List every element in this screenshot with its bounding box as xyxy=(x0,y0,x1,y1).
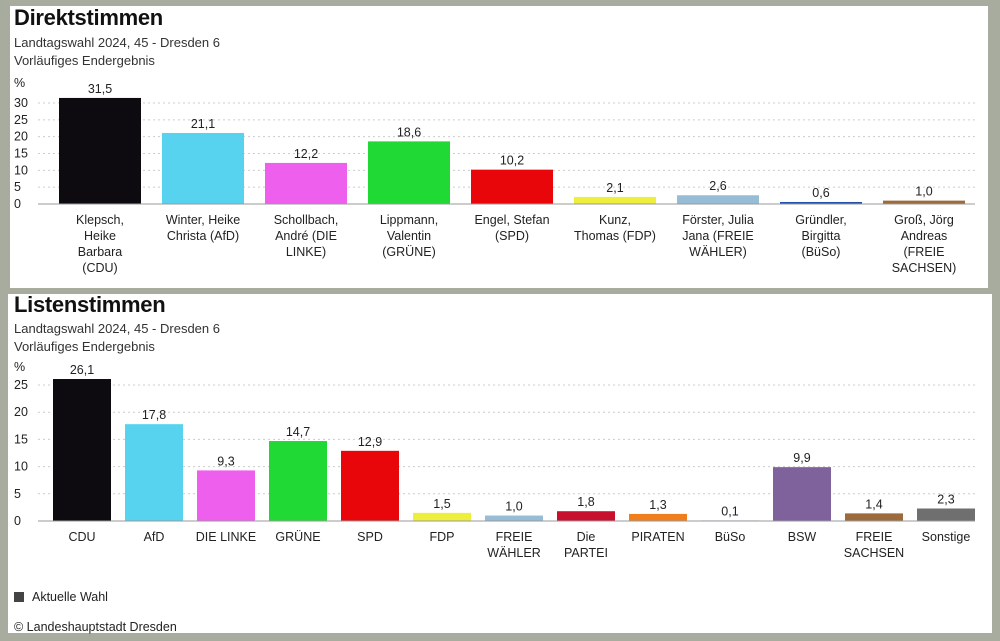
legend-swatch xyxy=(14,592,24,602)
legend: Aktuelle Wahl xyxy=(14,590,108,604)
chart-title-listenstimmen: Listenstimmen xyxy=(14,292,166,317)
listenstimmen-panel xyxy=(8,294,992,633)
chart-title-direktstimmen: Direktstimmen xyxy=(14,5,163,30)
chart-subtitle-1: Landtagswahl 2024, 45 - Dresden 6 xyxy=(14,321,220,336)
copyright: © Landeshauptstadt Dresden xyxy=(14,620,177,634)
legend-label: Aktuelle Wahl xyxy=(32,590,108,604)
chart-subtitle-1: Landtagswahl 2024, 45 - Dresden 6 xyxy=(14,35,220,50)
chart-subtitle-2: Vorläufiges Endergebnis xyxy=(14,339,155,354)
chart-subtitle-2: Vorläufiges Endergebnis xyxy=(14,53,155,68)
